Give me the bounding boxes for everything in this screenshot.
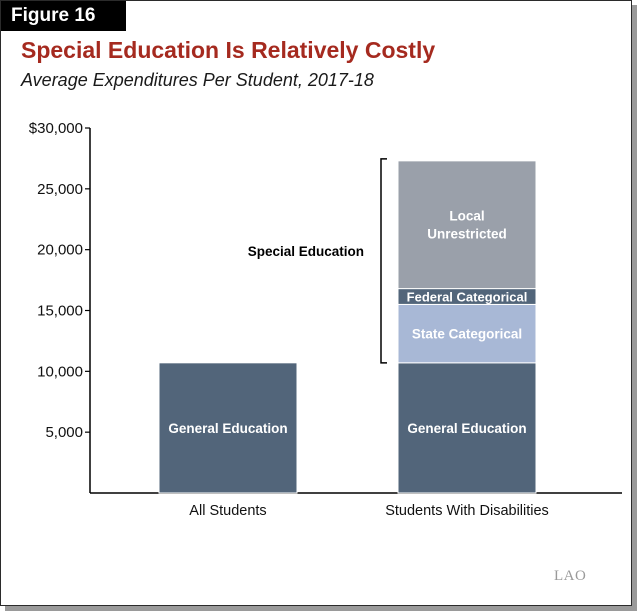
bar-segment-label: General Education	[407, 421, 526, 436]
chart-title: Special Education Is Relatively Costly	[21, 37, 436, 63]
y-tick-label: 10,000	[37, 363, 83, 380]
y-tick-label: $30,000	[29, 120, 83, 137]
bar-segment-label: State Categorical	[412, 327, 522, 342]
bar-segment	[397, 160, 537, 290]
x-tick-label: All Students	[189, 503, 266, 519]
bar-segment	[397, 362, 537, 494]
y-tick-label: 25,000	[37, 181, 83, 198]
bracket-label: Special Education	[248, 244, 364, 259]
bar-segment-label: General Education	[168, 421, 287, 436]
x-tick-label: Students With Disabilities	[385, 503, 549, 519]
y-tick-label: 15,000	[37, 303, 83, 320]
special-education-bracket	[380, 158, 387, 364]
bar-segment	[397, 303, 537, 364]
figure-label: Figure 16	[1, 1, 126, 31]
y-tick-label: 5,000	[45, 424, 83, 441]
bar-segment-label: Unrestricted	[427, 227, 507, 242]
bar-segment	[158, 362, 298, 494]
y-tick-label: 20,000	[37, 242, 83, 259]
bar-segment-label: Local	[449, 209, 484, 224]
bar-segment-label: Federal Categorical	[407, 290, 528, 305]
lao-logo: LAO	[554, 568, 587, 584]
chart-subtitle: Average Expenditures Per Student, 2017-1…	[21, 70, 374, 90]
